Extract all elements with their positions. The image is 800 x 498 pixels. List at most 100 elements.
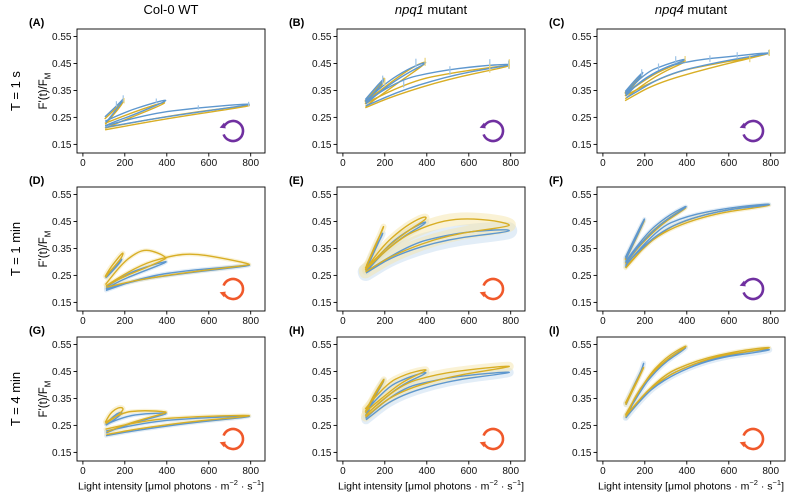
y-tick-label: 0.15 xyxy=(52,140,72,151)
x-tick-label: 400 xyxy=(158,466,175,477)
y-tick-label: 0.55 xyxy=(312,340,332,351)
panel-letter: (I) xyxy=(549,325,560,337)
y-tick-label: 0.35 xyxy=(312,86,332,97)
x-axis-title-superscript: −2 xyxy=(749,478,758,487)
panel-A: (A) 0 200 400 600 800 0.15 0.25 0.35 0.45 0.55 xyxy=(29,17,280,173)
y-tick-label: 0.25 xyxy=(572,421,592,432)
x-axis-title-superscript: −1 xyxy=(252,478,262,487)
panel-C: (C) 0 200 400 600 800 0.15 0.25 0.35 0.45 0.55 xyxy=(549,17,800,173)
data-series-blue xyxy=(365,232,384,271)
data-series-blue xyxy=(105,415,250,437)
column-title-text: Col-0 WT xyxy=(143,2,199,17)
x-tick-label: 600 xyxy=(460,316,477,327)
x-tick-label: 400 xyxy=(418,316,435,327)
data-series-gold xyxy=(624,345,687,417)
panel-F: (F) 0 200 400 600 800 0.15 0.25 0.35 0.45 0.55 xyxy=(549,175,800,331)
panel-I: (I) 0 200 400 600 800 0.15 0.25 0.35 0.45 0.55 xyxy=(549,325,800,481)
panel-plot: 0 200 400 600 800 0.15 0.25 0.35 0.45 0.55 xyxy=(52,336,266,477)
y-tick-label: 0.35 xyxy=(572,394,592,405)
y-tick-label: 0.45 xyxy=(52,367,72,378)
plot-frame xyxy=(76,186,266,312)
panel-plot: 0 200 400 600 800 0.15 0.25 0.35 0.45 0.55 xyxy=(572,28,786,169)
x-axis-title: Light intensity [μmol photons · m−2 · s−… xyxy=(597,478,784,493)
data-series-gold xyxy=(105,410,167,433)
column-title-text: mutant xyxy=(423,2,468,17)
y-tick-label: 0.55 xyxy=(52,190,72,201)
data-series-gold xyxy=(624,346,770,417)
x-tick-label: 600 xyxy=(200,466,217,477)
x-tick-label: 600 xyxy=(460,466,477,477)
y-tick-label: 0.15 xyxy=(312,448,332,459)
y-tick-label: 0.45 xyxy=(572,59,592,70)
x-tick-label: 200 xyxy=(116,158,133,169)
panel-B: (B) 0 200 400 600 800 0.15 0.25 0.35 0.45 0.55 xyxy=(289,17,540,173)
x-tick-label: 600 xyxy=(460,158,477,169)
panel-E: (E) 0 200 400 600 800 0.15 0.25 0.35 0.45 0.55 xyxy=(289,175,540,331)
data-series-gold xyxy=(364,378,385,414)
row-label-t1s: T = 1 s xyxy=(8,71,23,111)
x-tick-label: 600 xyxy=(720,316,737,327)
y-tick-label: 0.25 xyxy=(312,113,332,124)
x-tick-label: 200 xyxy=(636,316,653,327)
x-tick-label: 0 xyxy=(340,158,346,169)
y-tick-label: 0.45 xyxy=(52,217,72,228)
data-series-gold xyxy=(624,366,645,406)
data-series-gold xyxy=(364,218,510,273)
y-tick-label: 0.55 xyxy=(572,32,592,43)
column-title-col0-wt: Col-0 WT xyxy=(71,2,271,17)
x-axis-title-superscript: −2 xyxy=(229,478,238,487)
y-tick-label: 0.35 xyxy=(572,244,592,255)
x-axis-title: Light intensity [μmol photons · m−2 · s−… xyxy=(337,478,524,493)
y-tick-label: 0.25 xyxy=(52,421,72,432)
data-series-gold xyxy=(104,249,167,287)
rotation-arrow-ccw-icon xyxy=(739,277,765,301)
y-tick-label: 0.15 xyxy=(312,140,332,151)
x-tick-label: 800 xyxy=(242,316,259,327)
x-tick-label: 200 xyxy=(636,158,653,169)
plot-frame xyxy=(596,186,786,312)
panel-letter: (G) xyxy=(29,325,45,337)
x-tick-label: 0 xyxy=(340,466,346,477)
x-tick-label: 800 xyxy=(762,466,779,477)
y-tick-label: 0.15 xyxy=(312,298,332,309)
plot-frame xyxy=(336,28,526,154)
panel-D: (D) 0 200 400 600 800 0.15 0.25 0.35 0.45 0.55 xyxy=(29,175,280,331)
x-tick-label: 400 xyxy=(418,466,435,477)
rotation-arrow-cw-icon xyxy=(479,427,505,451)
series-band xyxy=(358,212,516,279)
y-tick-label: 0.45 xyxy=(52,59,72,70)
data-series-blue xyxy=(105,261,167,290)
y-tick-label: 0.55 xyxy=(52,340,72,351)
x-tick-label: 800 xyxy=(242,466,259,477)
x-axis-title-superscript: −1 xyxy=(772,478,782,487)
y-tick-label: 0.15 xyxy=(572,298,592,309)
panel-letter: (A) xyxy=(29,17,45,29)
y-tick-label: 0.15 xyxy=(572,448,592,459)
panel-letter: (C) xyxy=(549,17,565,29)
column-title-npq4: npq4 mutant xyxy=(591,2,791,17)
data-series-blue xyxy=(365,229,510,274)
y-tick-label: 0.45 xyxy=(312,217,332,228)
panel-H: (H) 0 200 400 600 800 0.15 0.25 0.35 0.45 0.55 xyxy=(289,325,540,481)
plot-frame xyxy=(76,28,266,154)
y-tick-label: 0.55 xyxy=(312,32,332,43)
x-tick-label: 800 xyxy=(762,158,779,169)
x-tick-label: 0 xyxy=(80,466,86,477)
y-tick-label: 0.45 xyxy=(572,217,592,228)
panel-plot: 0 200 400 600 800 0.15 0.25 0.35 0.45 0.55 xyxy=(52,186,266,327)
y-tick-label: 0.25 xyxy=(312,271,332,282)
data-series-blue xyxy=(105,411,123,426)
plot-frame xyxy=(336,186,526,312)
data-series-gold xyxy=(364,369,427,413)
x-tick-label: 200 xyxy=(376,466,393,477)
y-tick-label: 0.45 xyxy=(312,367,332,378)
rotation-arrow-cw-icon xyxy=(219,277,245,301)
x-tick-label: 0 xyxy=(80,158,86,169)
x-tick-label: 0 xyxy=(600,316,606,327)
y-tick-label: 0.35 xyxy=(52,86,72,97)
x-tick-label: 0 xyxy=(80,316,86,327)
y-tick-label: 0.55 xyxy=(572,190,592,201)
y-tick-label: 0.35 xyxy=(572,86,592,97)
rotation-arrow-ccw-icon xyxy=(219,119,245,143)
plot-frame xyxy=(76,336,266,462)
